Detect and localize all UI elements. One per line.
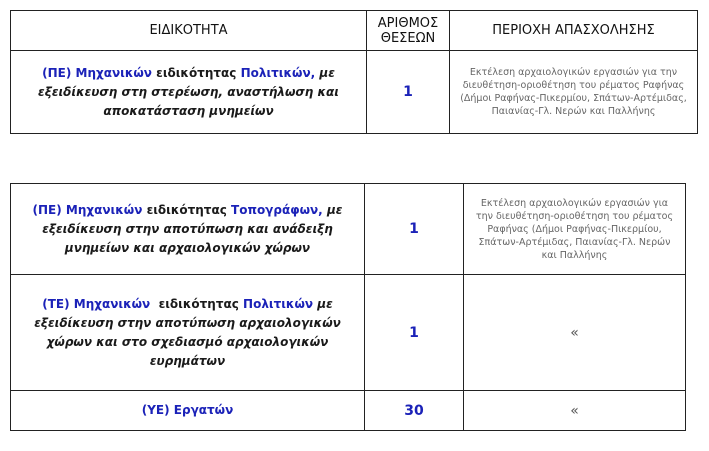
specialty-level: (ΤΕ) Μηχανικών [42, 296, 151, 311]
header-positions: ΑΡΙΘΜΟΣ ΘΕΣΕΩΝ [366, 10, 450, 51]
table-row: (ΤΕ) Μηχανικών ειδικότητας Πολιτικών με … [10, 274, 686, 391]
positions-count: 1 [364, 183, 464, 275]
specialty-word: ειδικότητας [146, 202, 227, 217]
positions-table-1: ΕΙΔΙΚΟΤΗΤΑ ΑΡΙΘΜΟΣ ΘΕΣΕΩΝ ΠΕΡΙΟΧΗ ΑΠΑΣΧΟΛ… [10, 10, 698, 134]
specialty-cell: (ΠΕ) Μηχανικών ειδικότητας Τοπογράφων, μ… [10, 183, 365, 275]
specialty-field: Πολιτικών [243, 296, 314, 311]
specialty-description: με εξειδίκευση στη στερέωση, αναστήλωση … [38, 65, 339, 118]
specialty-cell: (ΤΕ) Μηχανικών ειδικότητας Πολιτικών με … [10, 274, 365, 391]
header-positions-line1: ΑΡΙΘΜΟΣ [377, 15, 439, 31]
specialty-field: Τοπογράφων, [231, 202, 323, 217]
specialty-cell: (ΠΕ) Μηχανικών ειδικότητας Πολιτικών, με… [10, 50, 367, 134]
header-specialty: ΕΙΔΙΚΟΤΗΤΑ [10, 10, 367, 51]
area-text: Εκτέλεση αρχαιολογικών εργασιών για την … [463, 183, 686, 275]
area-ditto: « [463, 274, 686, 391]
specialty-level: (ΥΕ) Εργατών [141, 403, 234, 417]
header-row: ΕΙΔΙΚΟΤΗΤΑ ΑΡΙΘΜΟΣ ΘΕΣΕΩΝ ΠΕΡΙΟΧΗ ΑΠΑΣΧΟΛ… [10, 10, 698, 51]
specialty-field: Πολιτικών, [240, 65, 316, 80]
specialty-level: (ΠΕ) Μηχανικών [32, 202, 143, 217]
specialty-word: ειδικότητας [156, 65, 237, 80]
header-positions-line2: ΘΕΣΕΩΝ [380, 30, 436, 46]
specialty-word: ειδικότητας [158, 296, 239, 311]
specialty-description: με εξειδίκευση στην αποτύπωση και ανάδει… [42, 202, 343, 255]
positions-count: 30 [364, 390, 464, 431]
table-row: (ΠΕ) Μηχανικών ειδικότητας Πολιτικών, με… [10, 50, 698, 134]
specialty-level: (ΠΕ) Μηχανικών [42, 65, 152, 80]
positions-count: 1 [366, 50, 450, 134]
table-row: (ΥΕ) Εργατών 30 « [10, 390, 686, 431]
table-row: (ΠΕ) Μηχανικών ειδικότητας Τοπογράφων, μ… [10, 183, 686, 275]
area-text: Εκτέλεση αρχαιολογικών εργασιών για την … [449, 50, 698, 134]
header-area: ΠΕΡΙΟΧΗ ΑΠΑΣΧΟΛΗΣΗΣ [449, 10, 698, 51]
specialty-description: με εξειδίκευση στην αποτύπωση αρχαιολογι… [34, 296, 341, 368]
specialty-cell: (ΥΕ) Εργατών [10, 390, 365, 431]
positions-count: 1 [364, 274, 464, 391]
area-ditto: « [463, 390, 686, 431]
positions-table-2: (ΠΕ) Μηχανικών ειδικότητας Τοπογράφων, μ… [10, 183, 686, 431]
